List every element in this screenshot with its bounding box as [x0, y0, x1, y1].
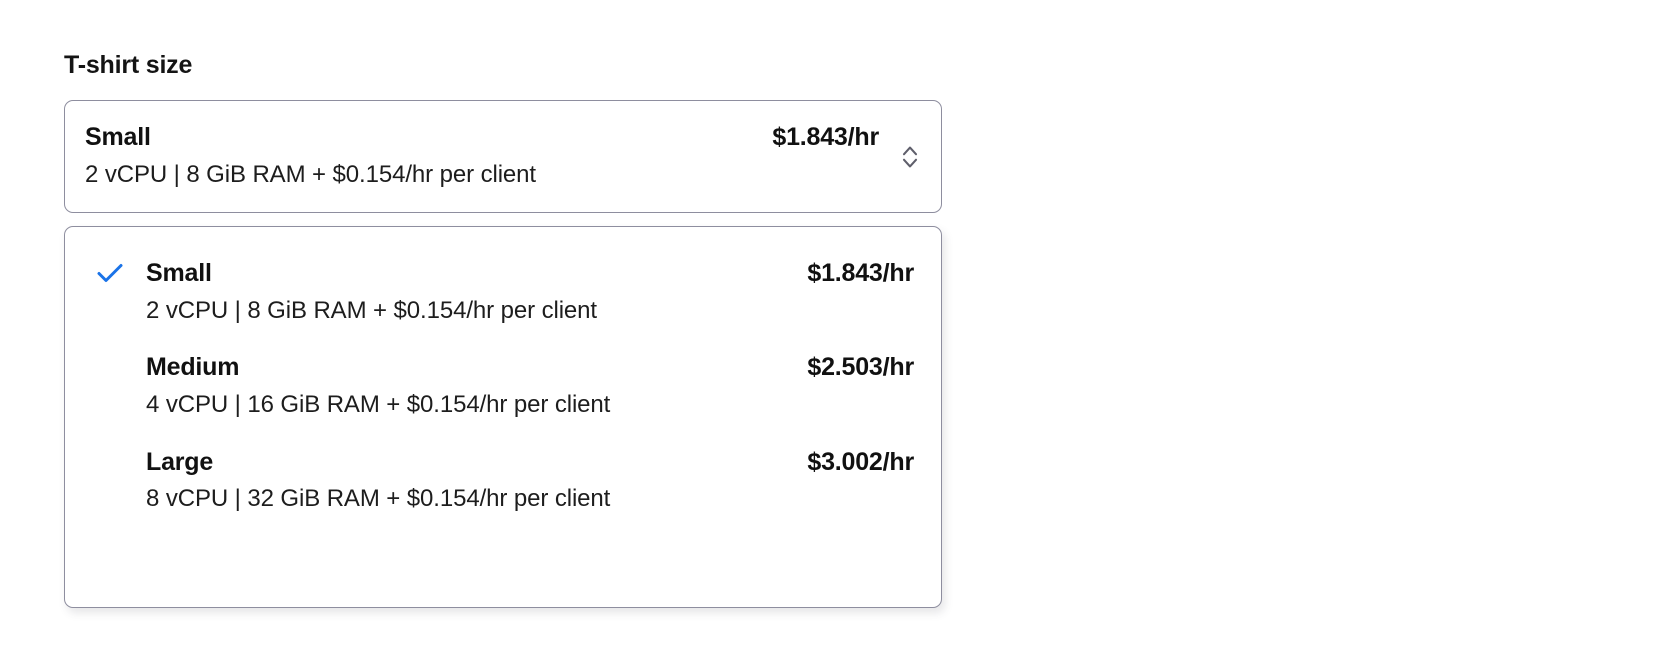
option-body: Large $3.002/hr 8 vCPU | 32 GiB RAM + $0…: [146, 446, 914, 516]
tshirt-size-select-trigger[interactable]: Small $1.843/hr 2 vCPU | 8 GiB RAM + $0.…: [64, 100, 942, 213]
option-description: 2 vCPU | 8 GiB RAM + $0.154/hr per clien…: [146, 296, 597, 324]
select-trigger-inner: Small $1.843/hr 2 vCPU | 8 GiB RAM + $0.…: [85, 101, 923, 212]
option-description: 4 vCPU | 16 GiB RAM + $0.154/hr per clie…: [146, 391, 611, 419]
tshirt-size-dropdown-panel: Small $1.843/hr 2 vCPU | 8 GiB RAM + $0.…: [64, 226, 942, 608]
option-price: $1.843/hr: [807, 259, 914, 287]
option-description: 8 vCPU | 32 GiB RAM + $0.154/hr per clie…: [146, 485, 611, 513]
option-price: $2.503/hr: [807, 353, 914, 382]
option-name: Small: [146, 259, 212, 287]
option-name: Large: [146, 447, 214, 476]
selected-option-description: 2 vCPU | 8 GiB RAM + $0.154/hr per clien…: [85, 161, 536, 189]
option-headline: Small $1.843/hr: [146, 257, 914, 291]
selected-option-name: Small: [85, 123, 151, 152]
dropdown-option-medium[interactable]: Medium $2.503/hr 4 vCPU | 16 GiB RAM + $…: [65, 339, 941, 433]
option-body: Small $1.843/hr 2 vCPU | 8 GiB RAM + $0.…: [146, 257, 914, 327]
option-price: $3.002/hr: [807, 447, 914, 476]
option-headline: Large $3.002/hr: [146, 446, 914, 480]
selected-option-price: $1.843/hr: [772, 123, 879, 152]
option-body: Medium $2.503/hr 4 vCPU | 16 GiB RAM + $…: [146, 351, 914, 421]
check-icon: [96, 257, 146, 284]
select-trigger-headline: Small $1.843/hr: [85, 121, 893, 155]
dropdown-option-large[interactable]: Large $3.002/hr 8 vCPU | 32 GiB RAM + $0…: [65, 434, 941, 528]
chevron-up-down-icon[interactable]: [897, 140, 923, 174]
page-title: T-shirt size: [64, 51, 193, 79]
dropdown-option-small[interactable]: Small $1.843/hr 2 vCPU | 8 GiB RAM + $0.…: [65, 245, 941, 339]
select-trigger-text: Small $1.843/hr 2 vCPU | 8 GiB RAM + $0.…: [85, 121, 893, 191]
option-name: Medium: [146, 353, 240, 382]
option-headline: Medium $2.503/hr: [146, 351, 914, 385]
